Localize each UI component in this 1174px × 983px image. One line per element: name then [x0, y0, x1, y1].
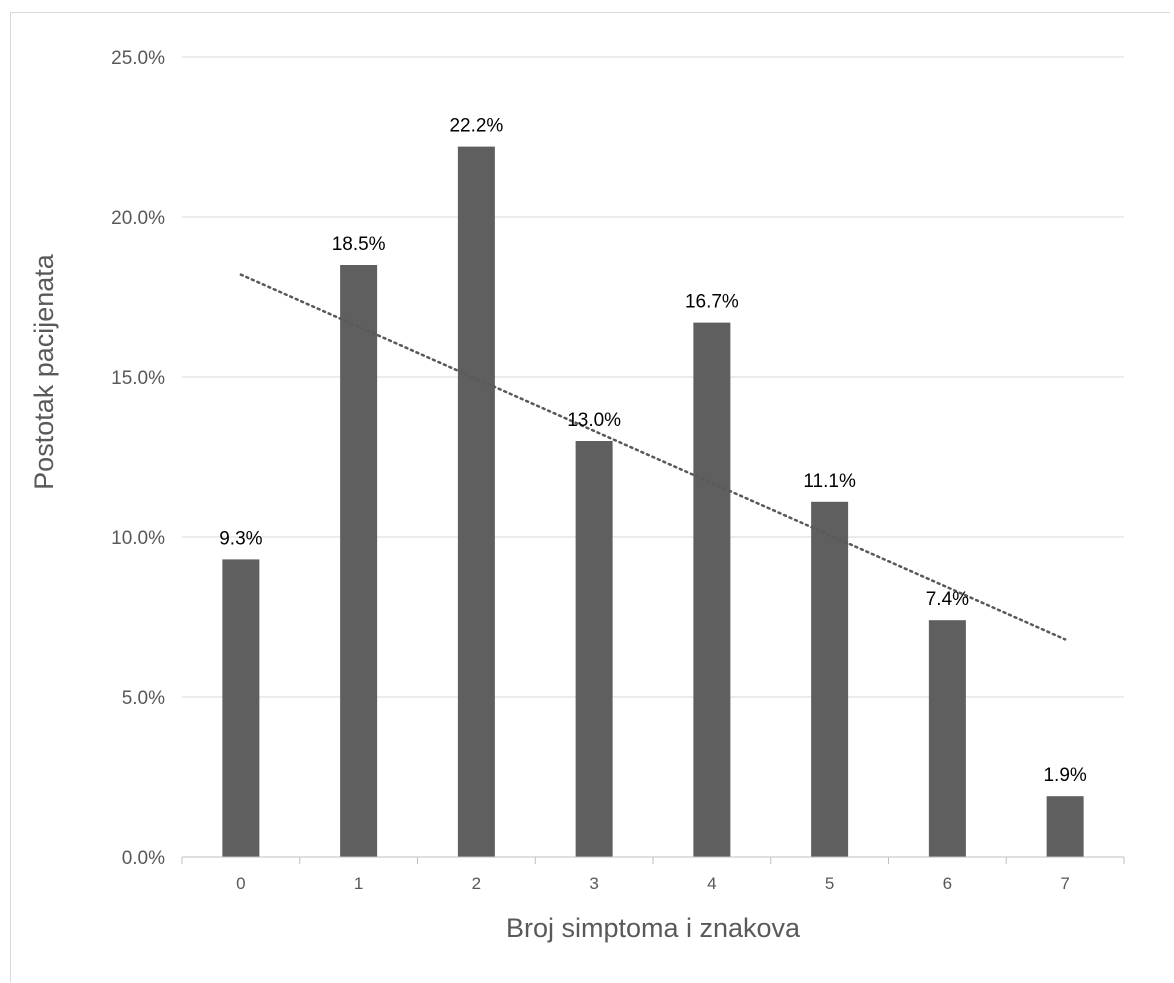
- chart-frame: [10, 12, 1170, 982]
- bar-7: [1046, 796, 1084, 857]
- y-axis-ticks: 0.0% 5.0% 10.0% 15.0% 20.0% 25.0%: [111, 48, 165, 869]
- data-label-2: 22.2%: [449, 116, 503, 137]
- x-tick-label: 5: [825, 874, 834, 893]
- x-tick-label: 2: [472, 874, 481, 893]
- bar-4: [693, 322, 731, 858]
- bar-6: [928, 620, 966, 857]
- data-label-6: 7.4%: [926, 589, 969, 610]
- bars: [222, 146, 1084, 858]
- data-label-0: 9.3%: [219, 528, 262, 549]
- bar-1: [340, 265, 378, 857]
- bar-3: [575, 441, 613, 857]
- data-label-7: 1.9%: [1043, 765, 1086, 786]
- x-tick-label: 0: [236, 874, 245, 893]
- x-tick-label: 3: [589, 874, 598, 893]
- data-label-4: 16.7%: [685, 292, 739, 313]
- trendline-group: [239, 273, 1067, 641]
- y-tick-label: 15.0%: [111, 368, 165, 389]
- x-tick-label: 6: [943, 874, 952, 893]
- data-label-5: 11.1%: [803, 471, 856, 492]
- bar-5: [811, 501, 849, 857]
- bar-0: [222, 559, 260, 857]
- bar-2: [457, 146, 495, 858]
- x-tick-label: 1: [354, 874, 363, 893]
- x-axis-title: Broj simptoma i znakova: [506, 913, 801, 943]
- trendline: [239, 273, 1067, 641]
- y-tick-label: 0.0%: [122, 848, 165, 869]
- x-tick-label: 7: [1060, 874, 1069, 893]
- data-label-3: 13.0%: [567, 410, 621, 431]
- y-tick-label: 10.0%: [111, 528, 165, 549]
- y-tick-label: 25.0%: [111, 48, 165, 69]
- x-axis-ticks: 0 1 2 3 4 5 6 7: [236, 874, 1070, 893]
- gridlines: [182, 56, 1124, 698]
- x-tick-label: 4: [707, 874, 716, 893]
- data-label-1: 18.5%: [332, 234, 386, 255]
- y-tick-label: 5.0%: [122, 688, 165, 709]
- y-tick-label: 20.0%: [111, 208, 165, 229]
- y-axis-title: Postotak pacijenata: [29, 253, 59, 490]
- data-labels: 9.3% 18.5% 22.2% 13.0% 16.7% 11.1% 7.4% 1.9%: [219, 116, 1087, 787]
- x-axis: [181, 856, 1125, 864]
